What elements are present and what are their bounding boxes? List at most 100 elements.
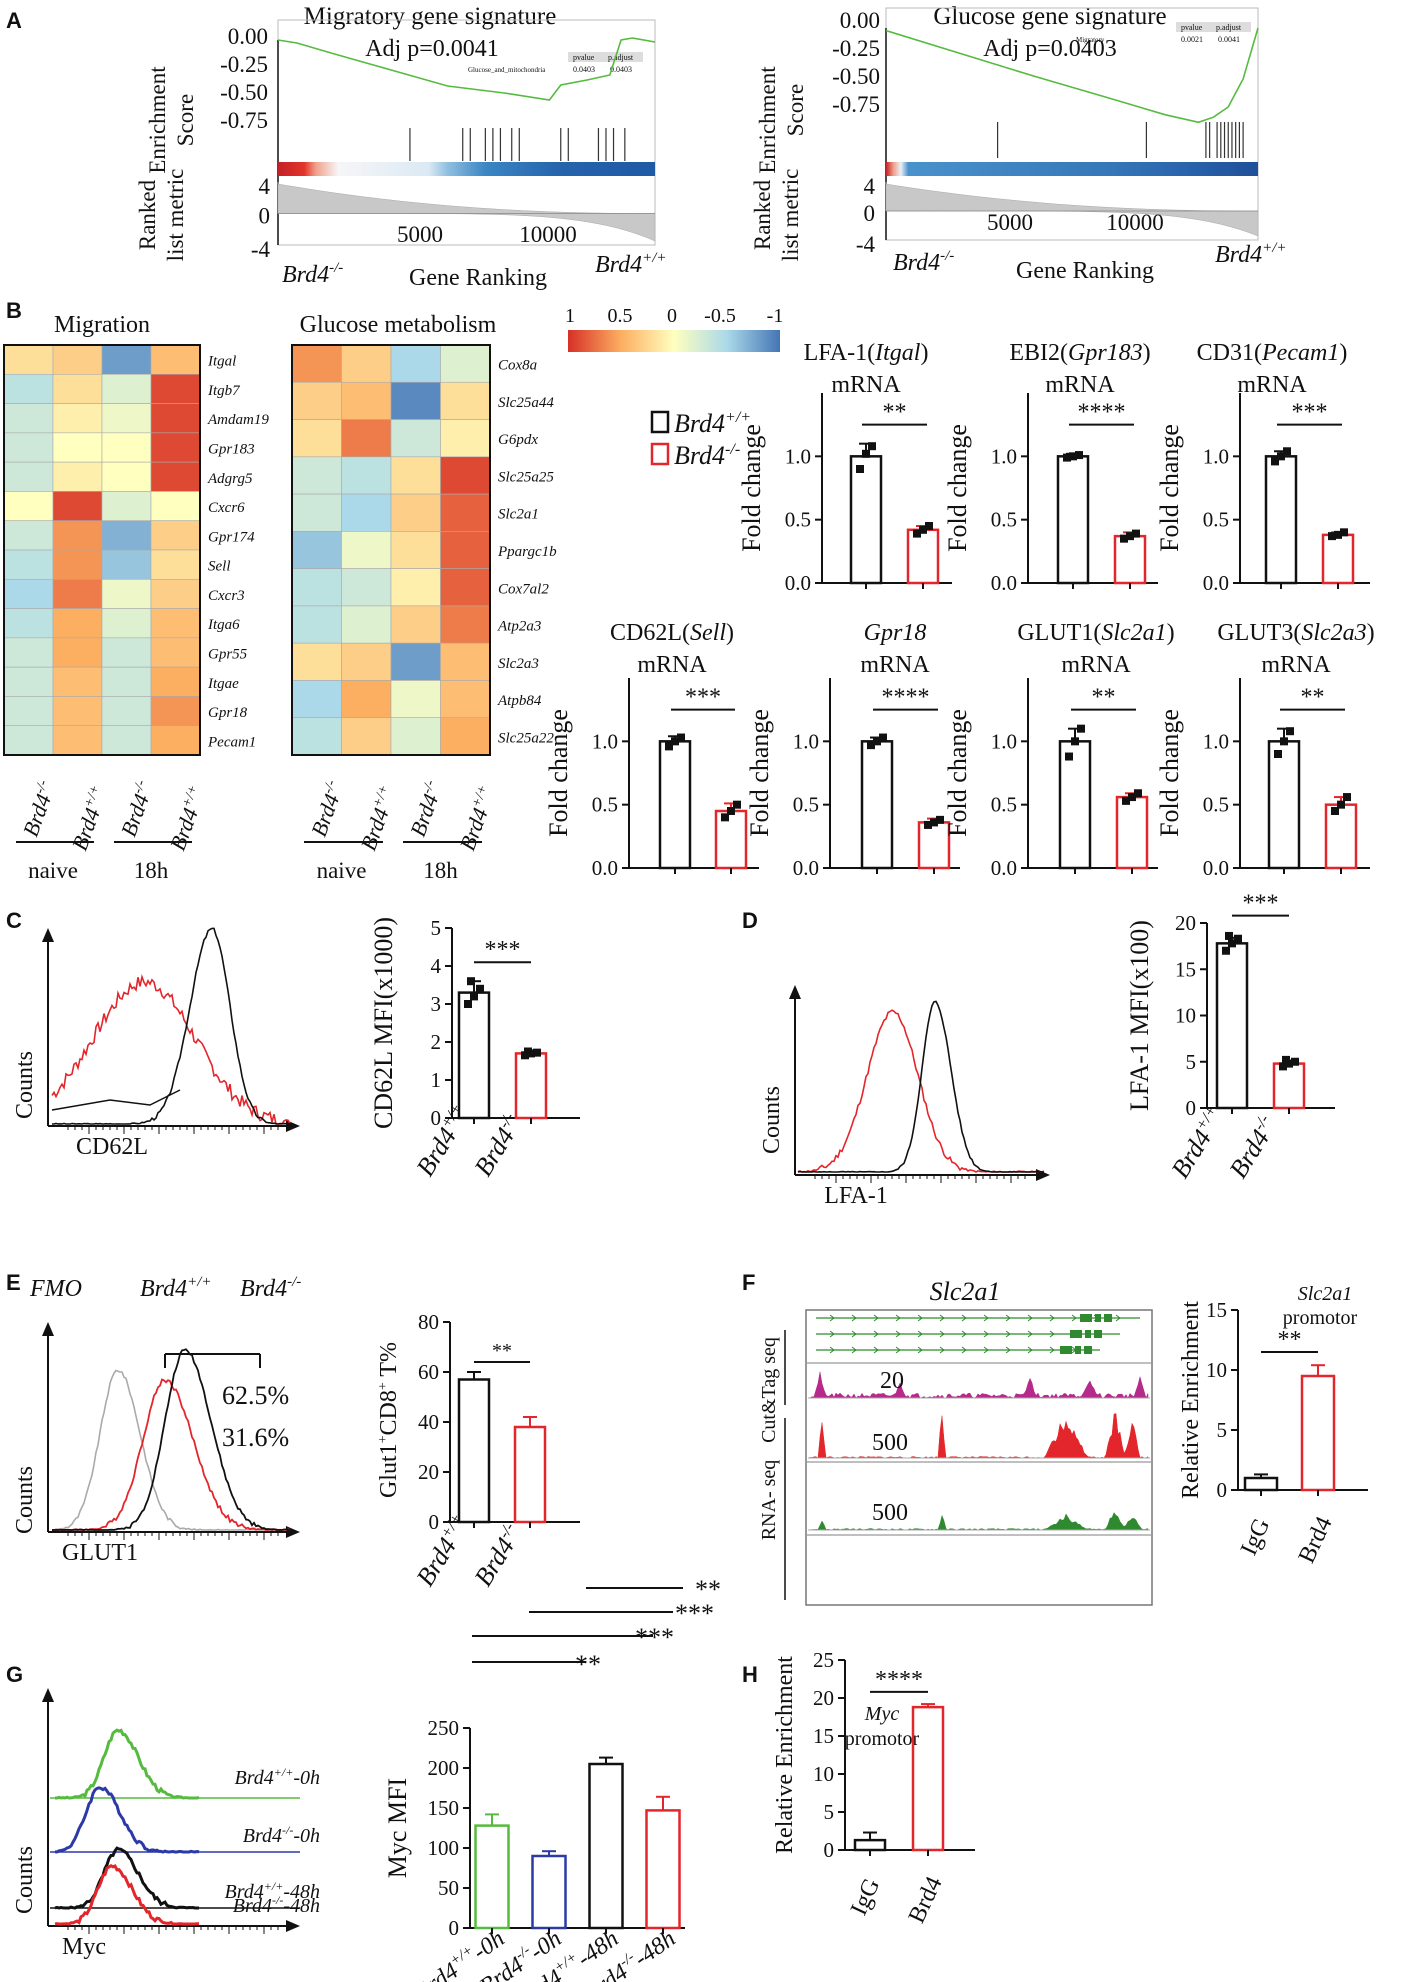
gene-label: Cxcr3 — [208, 588, 245, 604]
histogram-wt-tail — [51, 1089, 181, 1111]
bar-g0 — [474, 1824, 510, 1930]
data-point — [671, 737, 679, 746]
genotype-base: Brd4 — [306, 791, 344, 840]
rank-x-tick: 5000 — [987, 210, 1033, 235]
heatmap-cell — [52, 403, 103, 434]
heatmap-cell — [291, 419, 342, 458]
title-prefix: GLUT3( — [1217, 620, 1301, 646]
significance-label: ** — [575, 1650, 601, 1679]
bar-ko — [1324, 803, 1358, 870]
scale-tick: 0 — [667, 305, 677, 327]
legend-col-pvalue: pvalue — [1181, 23, 1203, 32]
heatmap-cell — [52, 637, 103, 668]
gene-model-arrow — [1049, 1346, 1055, 1354]
y-tick-label: 5 — [1217, 1418, 1228, 1442]
es-curve — [885, 27, 1259, 124]
heatmap-cell — [52, 725, 103, 756]
y-axis-label: Fold change — [745, 709, 774, 837]
heatmap-cell — [341, 531, 392, 569]
gsea-padj: Adj p=0.0041 — [365, 36, 499, 62]
data-point — [1340, 528, 1348, 537]
y-tick-label: 60 — [418, 1360, 439, 1384]
panel-d-lfa1: LFA-1 Counts 0 5 10 15 20 LFA-1 MFI(x100) *** Brd… — [759, 891, 1335, 1209]
genotype-base: Brd4 — [674, 409, 725, 438]
heatmap-cell — [52, 344, 103, 375]
data-point — [1277, 452, 1285, 461]
heatmap-cell — [291, 456, 342, 495]
gene-label: Slc2a3 — [498, 656, 539, 672]
y-tick-label: 0.5 — [991, 508, 1017, 532]
track-scale: 500 — [872, 1500, 908, 1526]
rank-color-bar — [886, 162, 1258, 176]
gene-model-arrow — [939, 1346, 945, 1354]
heatmap-cell — [440, 642, 491, 681]
bar-ko — [514, 1052, 548, 1120]
data-point — [1128, 793, 1136, 802]
hist-label-suffix: -48h — [283, 1895, 320, 1917]
y-axis-label: Myc MFI — [383, 1778, 412, 1878]
heatmap-cell — [3, 608, 54, 639]
genotype-base: Brd4 — [468, 1123, 520, 1182]
x-label-ko: Brd4-/- — [1223, 1112, 1283, 1183]
title-gene: Gpr18 — [864, 620, 927, 646]
flow-y-label: Counts — [12, 1466, 38, 1534]
genotype-base: Brd4 — [893, 250, 940, 276]
rank-tick: 0 — [259, 204, 271, 229]
heatmap-cell — [52, 608, 103, 639]
bar-wt — [860, 740, 894, 870]
heatmap-cell — [390, 419, 441, 458]
panel-letters: A B C D E F G H — [6, 8, 758, 1687]
genotype-superscript: +/+ — [274, 1765, 294, 1779]
bar-wt — [849, 455, 883, 585]
heatmap-cell — [52, 549, 103, 580]
bar-ko — [513, 1425, 547, 1524]
gsea-plot-2: Glucose gene signature Adj p=0.0403 0.00 -0… — [750, 3, 1287, 284]
y-tick-label: 15 — [813, 1724, 834, 1748]
data-point — [1132, 529, 1140, 538]
genotype-superscript: +/+ — [264, 1879, 284, 1893]
data-point — [867, 741, 875, 750]
title-prefix: LFA-1( — [804, 340, 876, 366]
heatmap-cell — [3, 578, 54, 609]
data-point — [1126, 532, 1134, 541]
y-tick-label: 1.0 — [592, 729, 618, 753]
group-label-naive: naive — [28, 858, 78, 883]
data-point — [1271, 457, 1279, 466]
heatmap-cell — [390, 642, 441, 681]
y-tick-label: 1.0 — [793, 729, 819, 753]
heatmap-cell — [440, 456, 491, 495]
gsea-plot-1: Migratory gene signature Adj p=0.0041 0.00… — [135, 3, 667, 291]
bar-title: Myc — [864, 1703, 900, 1725]
data-point — [1343, 793, 1351, 802]
y-tick-label: 0.0 — [785, 571, 811, 595]
heatmap-cell — [291, 531, 342, 569]
gene-model-arrow — [983, 1330, 989, 1338]
data-point — [1134, 789, 1142, 798]
panel-b-heatmaps: Migration Itgal Itgb7 Amdam19 Gpr183 Adgrg5 Cx… — [3, 305, 783, 883]
data-point — [868, 442, 876, 451]
chart-unit: mRNA — [860, 652, 930, 678]
x-label-igg: IgG — [846, 1875, 885, 1920]
gene-model-arrow — [895, 1346, 901, 1354]
legend-header — [568, 52, 643, 62]
y-tick-label: 0.0 — [592, 856, 618, 880]
y-axis-label: Relative Enrichment — [772, 1656, 798, 1854]
column-genotype: Brd4-/- — [18, 778, 61, 840]
panel-b-qpcr-bars: Brd4+/+Brd4-/-LFA-1(Itgal)mRNA0.00.51.0F… — [544, 340, 1375, 880]
significance-label: **** — [1078, 400, 1126, 426]
y-tick-label: 1.0 — [785, 444, 811, 468]
legend-col-padj: p.adjust — [608, 53, 634, 62]
heatmap-cell — [341, 568, 392, 607]
track-scale: 20 — [880, 1368, 904, 1394]
gene-model-arrow — [983, 1314, 989, 1322]
y-tick-label: 200 — [428, 1756, 460, 1780]
heatmap-title: Glucose metabolism — [300, 312, 497, 338]
title-gene: Itgal — [874, 340, 921, 366]
scale-bar — [568, 330, 780, 352]
data-point — [1286, 727, 1294, 736]
gsea-y-tick: -0.75 — [220, 108, 268, 133]
hist-label-suffix: -0h — [293, 1767, 320, 1789]
track-scale: 500 — [872, 1430, 908, 1456]
legend-padj: 0.0403 — [610, 65, 632, 74]
legend-col-pvalue: pvalue — [573, 53, 595, 62]
